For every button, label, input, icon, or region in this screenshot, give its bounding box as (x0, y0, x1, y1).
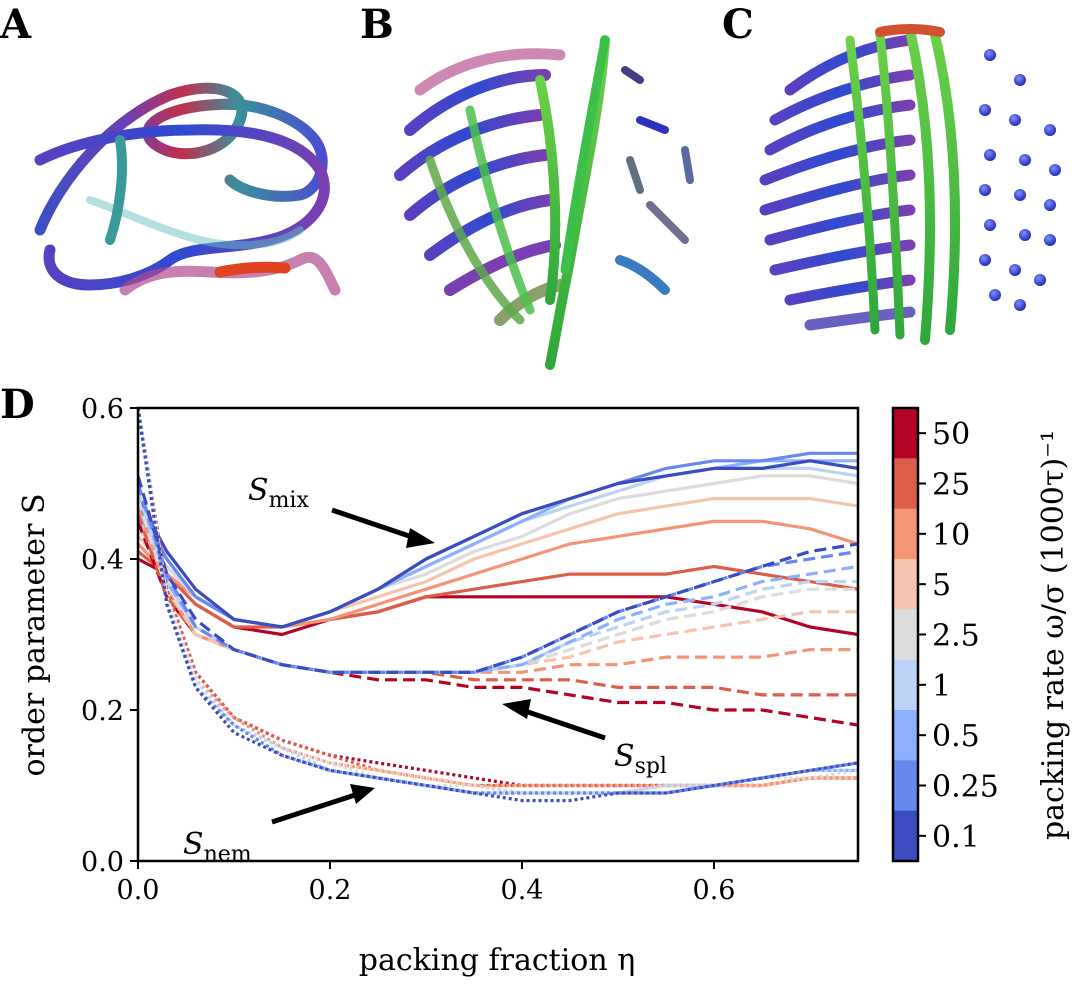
annotation-s-spl: Sspl (614, 739, 667, 779)
arrow-spl (521, 707, 606, 741)
y-tick-label: 0.6 (81, 394, 124, 425)
series-line-mix-0p1 (138, 459, 858, 629)
polymer-render-c (759, 24, 960, 345)
polymer-render-b (394, 35, 694, 370)
x-tick-label: 0.4 (501, 875, 544, 906)
colorbar-tick-label: 2.5 (932, 619, 980, 654)
monomer-dots-c (979, 49, 1061, 311)
x-tick-label: 0.2 (309, 875, 352, 906)
series-line-mix-5 (138, 497, 858, 629)
series-line-spl-0p1 (138, 475, 858, 674)
y-tick-label: 0.0 (81, 847, 124, 878)
plot-area (138, 408, 858, 803)
panel-letter-a: A (0, 1, 32, 48)
colorbar-segment (893, 659, 918, 711)
panel-letter-b: B (360, 1, 394, 48)
y-tick-label: 0.4 (81, 545, 124, 576)
colorbar-tick-label: 5 (932, 568, 951, 603)
arrow-head-mix (406, 528, 435, 548)
series-line-nem-0p25 (138, 408, 858, 795)
colorbar-segment (893, 760, 918, 812)
annotation-s-nem: Snem (183, 827, 252, 867)
x-axis-label: packing fraction η (359, 943, 635, 978)
colorbar-segment (893, 810, 918, 862)
series-line-nem-0p5 (138, 408, 858, 795)
series-line-spl-0p25 (138, 483, 858, 674)
series-line-nem-2p5 (138, 408, 858, 795)
colorbar-tick-label: 10 (932, 518, 970, 553)
series-line-nem-1 (138, 408, 858, 795)
series-line-spl-1 (138, 490, 858, 674)
arrow-nem (271, 792, 356, 825)
series-line-mix-25 (138, 550, 858, 629)
colorbar-label: packing rate ω/σ (1000τ)⁻¹ (1036, 430, 1071, 840)
x-tick-label: 0.0 (117, 875, 160, 906)
colorbar-segment (893, 508, 918, 560)
arrow-head-spl (502, 699, 531, 719)
colorbar-segment (893, 710, 918, 761)
colorbar-tick-label: 0.1 (932, 820, 980, 855)
colorbar-tick-label: 0.25 (932, 770, 999, 805)
annotation-arrows (271, 507, 606, 825)
x-tick-label: 0.6 (693, 875, 736, 906)
colorbar-tick-label: 50 (932, 417, 970, 452)
annotation-s-mix: Smix (248, 473, 309, 513)
series-line-nem-0p1 (138, 408, 858, 803)
y-tick-label: 0.2 (81, 696, 124, 727)
series-line-spl-0p5 (138, 483, 858, 674)
y-axis-label: order parameter S (17, 494, 52, 777)
plot-frame (136, 406, 860, 863)
panel-letter-d: D (0, 381, 35, 428)
panel-letter-c: C (722, 1, 754, 48)
colorbar-tick-label: 25 (932, 468, 970, 503)
colorbar-segment (893, 609, 918, 661)
series-line-nem-10 (138, 408, 858, 788)
colorbar-segment (893, 559, 918, 610)
series-line-nem-5 (138, 408, 858, 795)
colorbar-tick-label: 1 (932, 669, 951, 704)
arrow-head-nem (350, 784, 375, 804)
colorbar-tick-label: 0.5 (932, 719, 980, 754)
axes: 0.0 0.2 0.4 0.6 0.0 0.2 0.4 0.6 (81, 394, 860, 906)
arrow-mix (331, 507, 416, 541)
colorbar-segment (893, 408, 918, 459)
series-line-mix-1 (138, 466, 858, 629)
annotations: Smix Sspl Snem (183, 473, 667, 867)
colorbar: 50 25 10 5 2.5 1 0.5 0.25 0.1 (891, 406, 999, 863)
polymer-render-a (34, 82, 341, 296)
colorbar-segment (893, 458, 918, 510)
